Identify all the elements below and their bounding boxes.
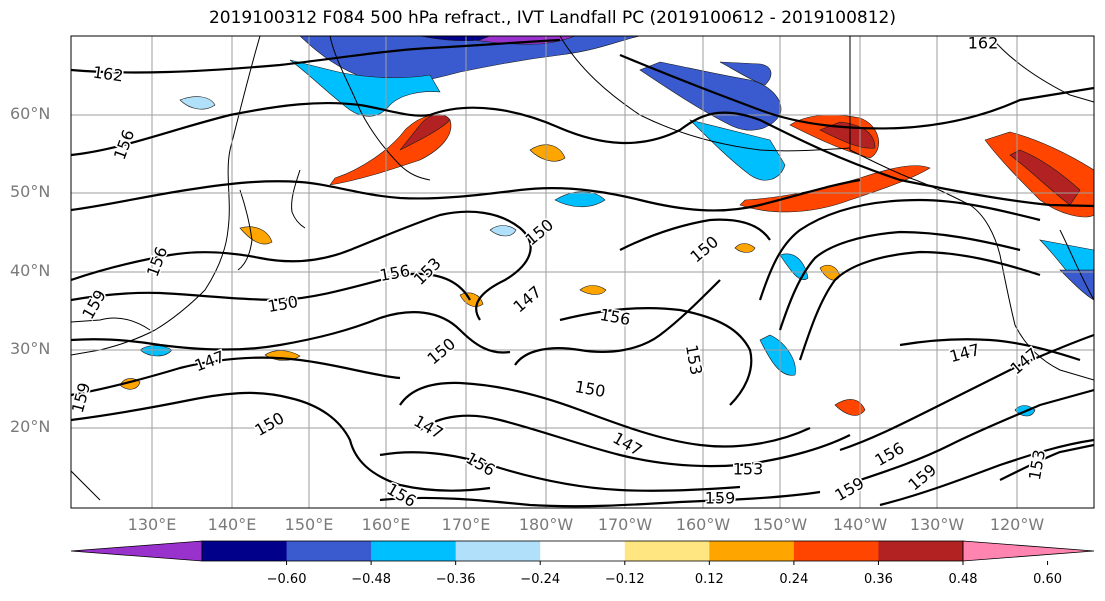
anomaly-patch — [529, 144, 566, 162]
longitude-label: 130°E — [127, 515, 177, 534]
contour-label: 162 — [92, 62, 125, 85]
anomaly-patch — [289, 59, 441, 117]
longitude-label: 140°E — [207, 515, 257, 534]
longitude-label: 140°W — [832, 515, 888, 534]
contour-label: 153 — [733, 460, 764, 479]
anomaly-patch — [1059, 269, 1094, 301]
anomaly-patch — [759, 334, 796, 376]
latitude-label: 60°N — [10, 104, 51, 123]
colorbar-tick-label: 0.36 — [863, 572, 893, 587]
latitude-label: 20°N — [10, 417, 51, 436]
anomaly-patch — [489, 225, 517, 237]
contour-label: 159 — [705, 489, 736, 508]
colorbar-tick-label: 0.12 — [694, 572, 724, 587]
longitude-label: 150°W — [752, 515, 808, 534]
latitude-label: 30°N — [10, 339, 51, 358]
contour-label: 162 — [968, 34, 999, 53]
colorbar-tick-label: −0.60 — [266, 572, 307, 587]
colorbar-tick-label: −0.12 — [604, 572, 645, 587]
longitude-label: 130°W — [909, 515, 965, 534]
contour-lines — [71, 38, 1094, 508]
anomaly-patch — [734, 243, 756, 253]
colorbar-tick-label: 0.48 — [948, 572, 978, 587]
latitude-label: 40°N — [10, 261, 51, 280]
colorbar-tick-label: −0.24 — [520, 572, 561, 587]
anomaly-patch — [179, 96, 216, 110]
longitude-label: 160°E — [361, 515, 411, 534]
longitude-label: 150°E — [284, 515, 334, 534]
colorbar-tick-label: 0.60 — [1033, 572, 1063, 587]
anomaly-patch — [834, 399, 866, 416]
anomaly-patch — [299, 36, 641, 84]
colorbar-tick-label: −0.36 — [435, 572, 476, 587]
longitude-label: 160°W — [675, 515, 731, 534]
longitude-label: 170°W — [597, 515, 653, 534]
anomaly-patch — [719, 61, 772, 86]
anomaly-patch — [579, 285, 607, 295]
map-title: 2019100312 F084 500 hPa refract., IVT La… — [208, 8, 896, 28]
anomaly-patch — [1009, 149, 1081, 206]
anomaly-patch — [419, 36, 491, 42]
longitude-label: 120°W — [989, 515, 1045, 534]
longitude-label: 170°E — [441, 515, 491, 534]
coastlines — [71, 36, 1094, 501]
anomaly-patch — [779, 253, 809, 280]
latitude-label: 50°N — [10, 182, 51, 201]
colorbar-tick-label: −0.48 — [351, 572, 392, 587]
map-frame — [70, 35, 1095, 509]
longitude-label: 180°W — [518, 515, 574, 534]
anomaly-patch — [689, 119, 786, 181]
anomaly-patch — [399, 114, 451, 151]
anomaly-shading — [119, 36, 1094, 417]
anomaly-patch — [239, 226, 273, 245]
colorbar-tick-label: 0.24 — [779, 572, 809, 587]
